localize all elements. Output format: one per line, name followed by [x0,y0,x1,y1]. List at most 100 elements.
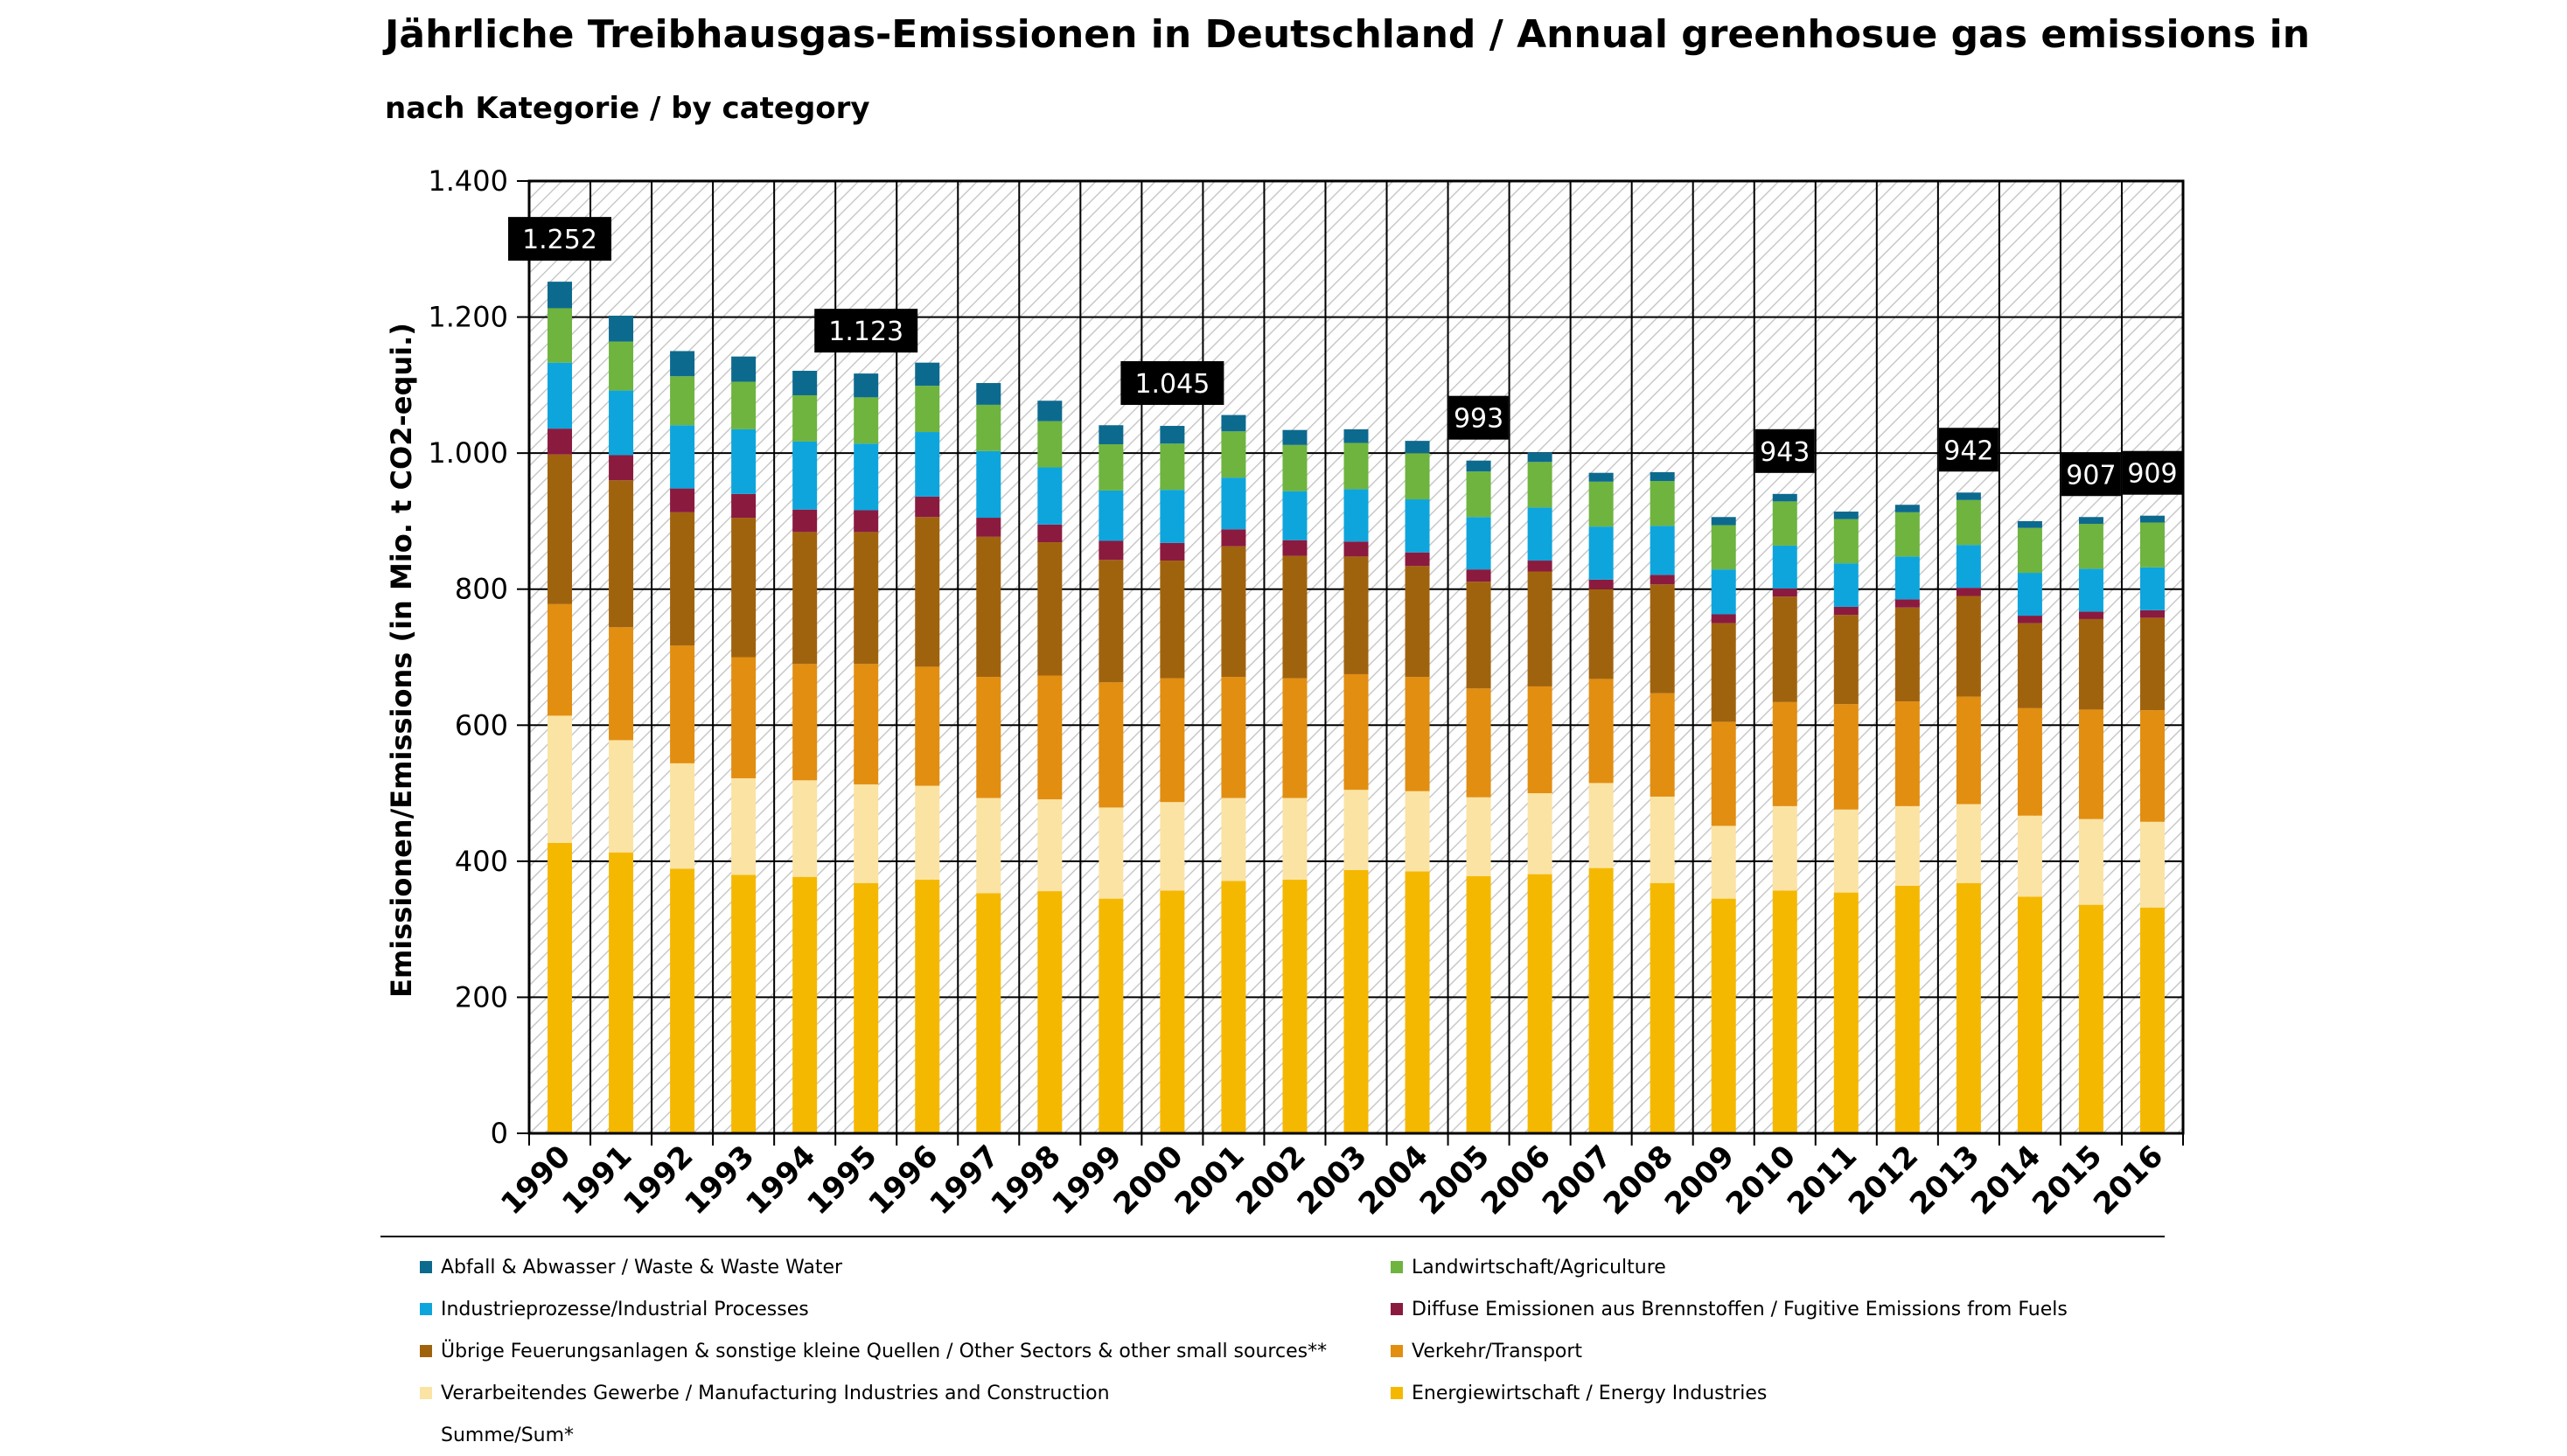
x-tick-label: 2005 [1413,1139,1496,1222]
bar-segment-12-6 [1282,444,1308,491]
sum-label: 1.252 [522,225,597,255]
bar-segment-15-5 [1466,517,1491,570]
bar-segment-22-1 [1894,805,1920,886]
bar-segment-1-5 [609,390,634,456]
x-tick-label: 2015 [2026,1139,2109,1222]
bar-segment-22-6 [1894,512,1920,557]
bar-segment-16-5 [1527,507,1552,561]
bar-segment-15-6 [1466,471,1491,518]
bar-segment-16-3 [1527,571,1552,686]
bar-segment-4-5 [792,441,818,510]
bar-segment-12-1 [1282,798,1308,880]
bar-segment-19-3 [1711,623,1736,722]
bar-segment-7-4 [976,518,1001,537]
bar-segment-23-7 [1956,492,1981,500]
x-tick-label: 2008 [1597,1139,1680,1222]
legend-swatch [1391,1303,1403,1315]
bar-segment-21-0 [1833,892,1859,1133]
bar-segment-17-4 [1588,579,1614,589]
x-tick-label: 2003 [1291,1139,1374,1222]
bar-segment-23-0 [1956,882,1981,1133]
y-tick-label: 1.400 [428,164,508,198]
bar-segment-6-4 [915,496,940,518]
bar-segment-25-6 [2078,524,2103,569]
bar-segment-4-6 [792,395,818,442]
bar-segment-15-4 [1466,569,1491,582]
bar-segment-9-5 [1099,490,1124,541]
bar-segment-10-5 [1160,490,1185,543]
x-tick-label: 2009 [1658,1139,1741,1222]
x-tick-label: 1999 [1046,1139,1129,1222]
x-tick-label: 1995 [800,1139,883,1222]
bar-segment-17-1 [1588,783,1614,868]
bar-segment-8-1 [1037,799,1063,892]
bar-segment-20-4 [1772,588,1797,597]
bar-segment-26-7 [2139,515,2165,523]
bar-segment-4-2 [792,664,818,781]
bar-segment-20-0 [1772,890,1797,1133]
sum-label-box [1938,428,1998,472]
bar-segment-8-4 [1037,524,1063,543]
bar-segment-14-5 [1405,499,1430,553]
bar-segment-12-3 [1282,555,1308,679]
bar-segment-7-5 [976,450,1001,519]
bar-segment-5-0 [854,882,879,1133]
bar-segment-20-6 [1772,501,1797,546]
sum-label: 993 [1454,404,1503,435]
legend-label: Summe/Sum* [441,1424,575,1446]
bar-segment-21-5 [1833,563,1859,607]
bar-segment-4-7 [792,371,818,396]
bar-segment-1-3 [609,480,634,628]
stacked-bar-chart: 0 200 400 600 800 1.000 1.200 1.400 199019911992… [385,164,2185,1222]
bar-segment-1-6 [609,341,634,391]
legend-label: Verkehr/Transport [1412,1340,1583,1362]
bar-segment-8-6 [1037,421,1063,468]
bar-segment-15-0 [1466,875,1491,1133]
bar-segment-4-1 [792,780,818,877]
legend-label: Diffuse Emissionen aus Brennstoffen / Fu… [1412,1298,2068,1320]
legend-label: Abfall & Abwasser / Waste & Waste Water [441,1256,843,1278]
bar-segment-11-3 [1221,546,1246,678]
bar-segment-0-5 [548,362,573,429]
sum-label: 907 [2066,460,2116,491]
legend-item-agriculture: Landwirtschaft/Agriculture [1351,1246,2165,1288]
bar-segment-5-2 [854,664,879,784]
bar-segment-19-0 [1711,898,1736,1133]
bar-segment-0-6 [548,308,573,363]
legend-item-sum: Summe/Sum* [380,1414,1351,1456]
bar-segment-26-1 [2139,821,2165,908]
x-tick-label: 1992 [617,1139,700,1222]
bar-segment-13-7 [1343,428,1369,443]
bar-segment-14-3 [1405,566,1430,678]
bar-segment-0-0 [548,842,573,1133]
bar-segment-3-1 [731,777,757,875]
legend-label: Verarbeitendes Gewerbe / Manufacturing I… [441,1382,1110,1404]
bar-segment-17-6 [1588,481,1614,527]
bar-segment-24-4 [2017,616,2042,624]
x-tick-label: 2002 [1230,1139,1313,1222]
chart-title: Jährliche Treibhausgas-Emissionen in Deu… [385,12,2311,57]
bar-segment-2-6 [670,376,695,426]
bar-segment-17-2 [1588,679,1614,784]
bar-segment-16-6 [1527,462,1552,508]
bar-segment-21-4 [1833,606,1859,616]
bar-segment-10-2 [1160,678,1185,803]
bar-segment-26-0 [2139,907,2165,1133]
x-tick-label: 2012 [1842,1139,1925,1222]
bar-segment-16-4 [1527,561,1552,572]
bar-segment-5-5 [854,443,879,511]
x-tick-label: 2010 [1719,1139,1803,1222]
x-tick-label: 1998 [984,1139,1067,1222]
bar-segment-18-0 [1650,882,1675,1133]
legend-item-energy-industries: Energiewirtschaft / Energy Industries [1351,1372,2165,1414]
bar-segment-25-1 [2078,819,2103,905]
bar-segment-19-1 [1711,826,1736,899]
bar-segment-18-7 [1650,471,1675,482]
bar-segment-14-2 [1405,677,1430,791]
bar-segment-10-7 [1160,426,1185,444]
bar-segment-9-2 [1099,682,1124,808]
bar-segment-1-7 [609,316,634,342]
bar-segment-9-1 [1099,807,1124,899]
bar-segment-18-5 [1650,526,1675,575]
bar-segment-11-7 [1221,415,1246,432]
